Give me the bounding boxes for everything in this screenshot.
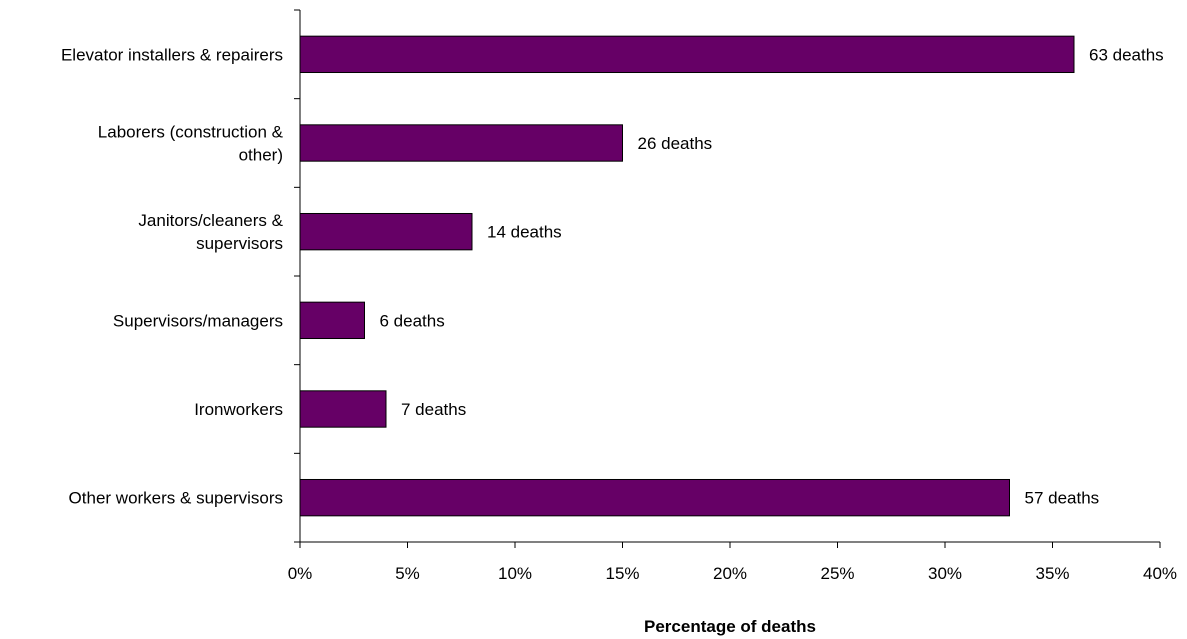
category-label-line: Supervisors/managers [113, 311, 283, 330]
category-label-line: other) [239, 146, 283, 165]
bars-group [299, 35, 1075, 517]
x-tick-label-0: 0% [288, 564, 313, 583]
data-label-4: 7 deaths [401, 400, 466, 419]
x-tick-label-7: 35% [1035, 564, 1069, 583]
data-label-5: 57 deaths [1025, 489, 1100, 508]
x-axis-title: Percentage of deaths [644, 617, 816, 636]
x-tick-label-4: 20% [713, 564, 747, 583]
category-label-line: Laborers (construction & [98, 123, 284, 142]
x-tick-label-6: 30% [928, 564, 962, 583]
x-tick-label-3: 15% [605, 564, 639, 583]
category-label-0: Elevator installers & repairers [61, 45, 283, 64]
category-labels-group: Elevator installers & repairers Laborers … [61, 45, 284, 507]
x-tick-label-5: 25% [820, 564, 854, 583]
category-label-1: Laborers (construction & other) [98, 123, 284, 165]
bar-3 [299, 301, 365, 340]
data-labels-group: 63 deaths 26 deaths 14 deaths 6 deaths 7 dea… [380, 45, 1164, 507]
category-label-line: Janitors/cleaners & [138, 211, 283, 230]
data-label-3: 6 deaths [380, 311, 445, 330]
category-label-5: Other workers & supervisors [69, 489, 283, 508]
x-tick-label-1: 5% [395, 564, 420, 583]
tick-labels-group: 0% 5% 10% 15% 20% 25% 30% 35% 40% [288, 564, 1177, 583]
category-label-line: Elevator installers & repairers [61, 45, 283, 64]
bar-0 [299, 35, 1075, 74]
data-label-0: 63 deaths [1089, 45, 1164, 64]
data-label-1: 26 deaths [638, 134, 713, 153]
bar-2 [299, 212, 473, 251]
category-label-4: Ironworkers [194, 400, 283, 419]
x-tick-label-2: 10% [498, 564, 532, 583]
data-label-2: 14 deaths [487, 223, 562, 242]
bar-1 [299, 124, 623, 162]
axes-group [294, 9, 1161, 548]
x-tick-label-8: 40% [1143, 564, 1177, 583]
category-label-line: Other workers & supervisors [69, 489, 283, 508]
category-label-line: Ironworkers [194, 400, 283, 419]
category-label-3: Supervisors/managers [113, 311, 283, 330]
bar-5 [299, 478, 1010, 517]
category-label-line: supervisors [196, 234, 283, 253]
bar-4 [299, 390, 387, 428]
category-label-2: Janitors/cleaners & supervisors [138, 211, 283, 253]
